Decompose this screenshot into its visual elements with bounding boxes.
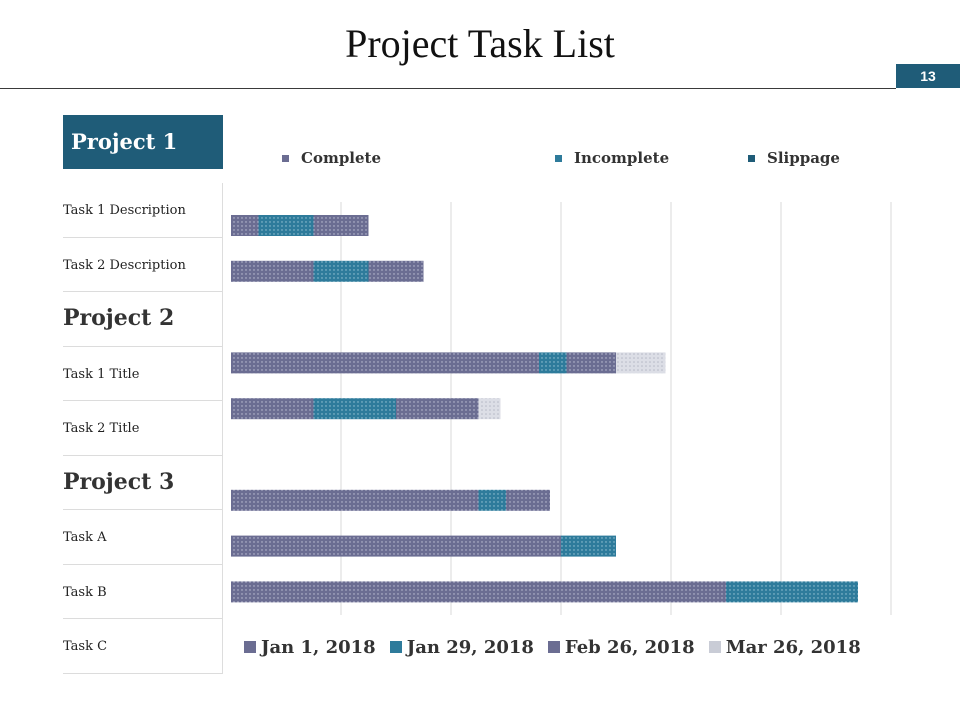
legend-label: Complete	[301, 149, 382, 167]
legend-item-complete: Complete	[282, 148, 381, 168]
task-label: Task 2 Description	[63, 258, 186, 273]
project-row: Project 3	[63, 456, 222, 510]
bar-segment	[231, 398, 314, 420]
bar-segment	[396, 398, 479, 420]
legend-swatch	[282, 154, 289, 162]
legend-swatch	[547, 641, 560, 653]
legend-label: Incomplete	[574, 149, 670, 167]
bar-segment	[231, 535, 561, 557]
legend-label: Slippage	[767, 149, 840, 167]
bar-segment	[616, 352, 666, 374]
task-list-panel: Task 1 Description Task 2 Description Pr…	[63, 183, 223, 674]
bar-segment	[313, 398, 396, 420]
bar-segment	[726, 581, 858, 603]
legend-swatch	[708, 641, 721, 653]
task-label: Task C	[63, 639, 108, 654]
legend-swatch	[244, 641, 256, 653]
task-row: Task 1 Title	[63, 347, 222, 401]
bar-segment	[313, 260, 369, 282]
bar-segment	[231, 581, 726, 603]
bar-segment	[539, 352, 567, 374]
legend-label: Mar 26, 2018	[725, 636, 861, 658]
task-row: Task B	[63, 565, 222, 619]
task-label: Task 2 Title	[63, 421, 140, 436]
legend-item-incomplete: Incomplete	[555, 148, 669, 168]
bar-segment	[478, 489, 506, 511]
legend-label: Feb 26, 2018	[564, 636, 695, 658]
bar-segment	[313, 215, 369, 236]
project-row: Project 2	[63, 292, 222, 347]
legend-label: Jan 29, 2018	[406, 636, 534, 658]
task-label: Task 1 Description	[63, 203, 186, 218]
legend-swatch	[389, 641, 402, 653]
task-label: Task B	[63, 585, 107, 600]
bar-segment	[478, 398, 501, 420]
task-row: Task 1 Description	[63, 183, 222, 238]
series-legend: Jan 1, 2018 Jan 29, 2018 Feb 26, 2018 Ma…	[244, 634, 875, 660]
legend-item-jan-1: Jan 1, 2018	[244, 637, 376, 658]
bar-segment	[368, 260, 424, 282]
task-label: Task 1 Title	[63, 367, 140, 382]
bar-segment	[231, 352, 539, 374]
task-row: Task A	[63, 510, 222, 565]
task-row: Task 2 Description	[63, 238, 222, 292]
slide-title: Project Task List	[345, 21, 615, 66]
legend-swatch	[748, 154, 755, 162]
bar-segment	[231, 260, 314, 282]
page-number-badge: 13	[896, 64, 960, 88]
bar-segment	[231, 215, 259, 236]
project-1-header: Project 1	[63, 115, 223, 169]
task-row: Task C	[63, 619, 222, 674]
bar-segment	[258, 215, 314, 236]
bar-segment	[561, 535, 616, 557]
title-divider	[0, 88, 896, 89]
legend-item-mar-26: Mar 26, 2018	[708, 636, 861, 658]
legend-item-feb-26: Feb 26, 2018	[547, 636, 695, 658]
legend-item-jan-29: Jan 29, 2018	[389, 636, 534, 658]
task-label: Task A	[63, 530, 107, 545]
bar-segment	[566, 352, 616, 374]
legend-swatch	[555, 154, 562, 162]
task-row: Task 2 Title	[63, 401, 222, 456]
project-label: Project 3	[63, 469, 175, 495]
legend-item-slippage: Slippage	[748, 148, 840, 168]
legend-label: Jan 1, 2018	[261, 636, 376, 658]
project-label: Project 2	[63, 305, 175, 331]
bar-segment	[231, 489, 479, 511]
bar-segment	[506, 489, 550, 511]
